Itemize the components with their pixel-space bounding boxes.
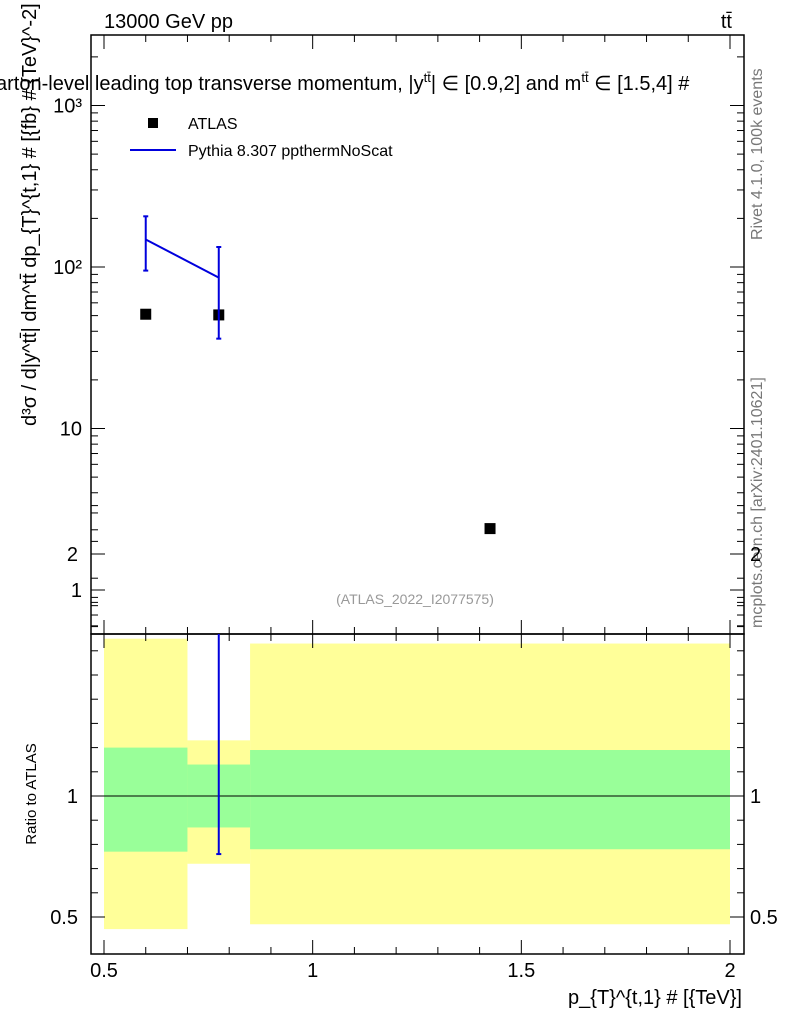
ratio-panel-frame: [90, 633, 745, 955]
energy-label: 13000 GeV pp: [104, 11, 233, 33]
y-tick-label-ratio-left: 0.5: [50, 907, 78, 929]
axis-ticks: 0.5 1 1.5 2 1 10 10² 10³ 0.5 0.5 1 1 2 2: [50, 35, 778, 982]
y-tick-label-ratio-right: 1: [750, 786, 761, 808]
y-tick-label-ratio-left: 1: [67, 786, 78, 808]
plot-title-sup-1: tt̄: [424, 70, 432, 85]
legend-atlas-marker: [148, 118, 158, 128]
ratio-band-inner: [250, 750, 731, 850]
plot-title-part-2: | ∈ [0.9,2] and m: [431, 73, 581, 95]
plot-title: arton-level leading top transverse momen…: [0, 70, 690, 95]
rivet-label: Rivet 4.1.0, 100k events: [749, 68, 766, 240]
y-tick-label-ratio-left: 2: [67, 544, 78, 566]
atlas-data-point: [140, 308, 152, 320]
plot-title-sup-2: tt̄: [581, 70, 589, 85]
x-tick-label: 2: [724, 960, 735, 982]
y-tick-label-main: 1: [71, 580, 82, 602]
x-axis-label: p_{T}^{t,1} # [{TeV}]: [568, 987, 742, 1009]
y-tick-label-ratio-right: 0.5: [750, 907, 778, 929]
legend-mc-label: Pythia 8.307 ppthermNoScat: [188, 143, 393, 160]
ratio-y-axis-label: Ratio to ATLAS: [23, 743, 40, 844]
mc-line: [145, 238, 220, 279]
atlas-data-point: [484, 523, 496, 535]
y-tick-label-ratio-right: 2: [750, 544, 761, 566]
plot-title-part-3: ∈ [1.5,4] #: [589, 73, 691, 95]
plot-title-part-1: arton-level leading top transverse momen…: [0, 73, 424, 95]
y-axis-label: d³σ / d|y^tt̄| dm^tt̄ dp_{T}^{t,1} # [{f…: [19, 3, 41, 426]
x-tick-label: 1.5: [507, 960, 535, 982]
process-label: tt̄: [721, 11, 733, 33]
x-tick-label: 1: [307, 960, 318, 982]
analysis-watermark: (ATLAS_2022_I2077575): [336, 591, 494, 607]
ratio-data-layer: [91, 336, 744, 856]
y-tick-label-main: 10³: [53, 96, 82, 118]
mcplots-label: mcplots.cern.ch [arXiv:2401.10621]: [749, 377, 766, 628]
ratio-bands: [104, 638, 731, 930]
legend-atlas-label: ATLAS: [188, 116, 238, 133]
y-tick-label-main: 10²: [53, 257, 82, 279]
ratio-band-inner: [104, 747, 188, 852]
main-data-layer: [140, 215, 496, 535]
mc-ratio-line: [146, 336, 219, 626]
x-tick-label: 0.5: [90, 960, 118, 982]
y-tick-label-main: 10: [60, 419, 82, 441]
